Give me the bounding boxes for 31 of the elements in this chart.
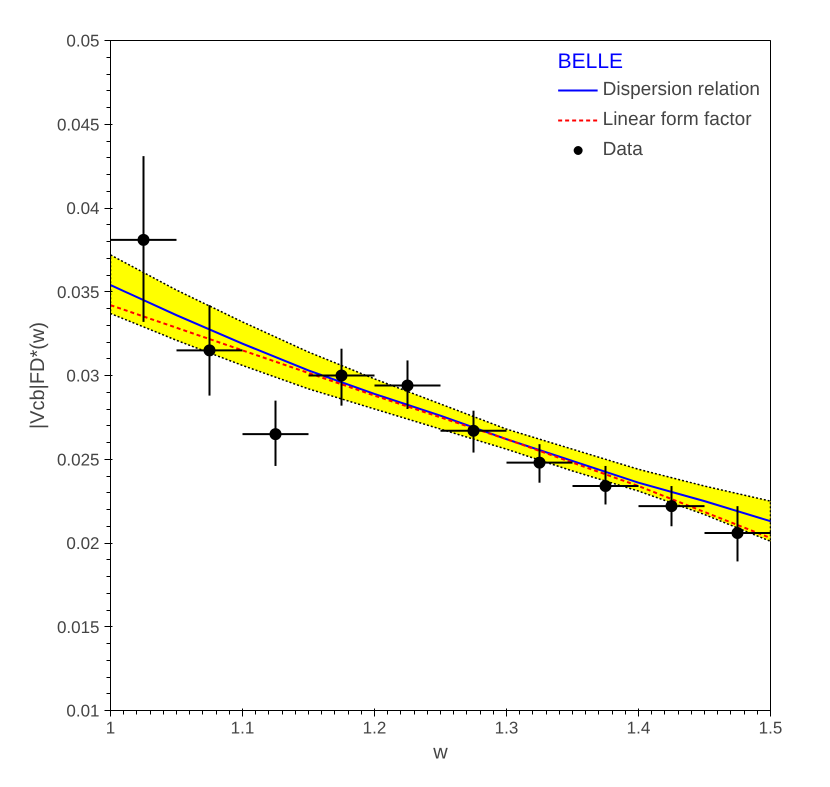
y-tick-label: 0.01 bbox=[66, 702, 100, 720]
legend-title: BELLE bbox=[558, 50, 624, 74]
point bbox=[336, 370, 348, 382]
y-tick-label: 0.045 bbox=[56, 115, 100, 134]
y-tick-label: 0.015 bbox=[56, 618, 100, 637]
point bbox=[732, 526, 744, 539]
x-tick-label: 1.5 bbox=[758, 718, 782, 738]
x-tick-label: 1.4 bbox=[626, 718, 650, 738]
point bbox=[270, 428, 282, 440]
y-tick-label: 0.025 bbox=[56, 450, 100, 470]
x-axis-title: w bbox=[432, 742, 448, 764]
legend-label: Dispersion relation bbox=[602, 79, 760, 101]
x-tick-label: 1.3 bbox=[494, 718, 518, 738]
y-tick-label: 0.02 bbox=[66, 534, 100, 553]
point bbox=[468, 424, 480, 437]
y-tick-label: 0.035 bbox=[56, 282, 100, 302]
x-tick-label: 1.2 bbox=[362, 718, 386, 738]
point bbox=[600, 480, 612, 492]
point bbox=[666, 500, 678, 512]
x-tick-label: 1 bbox=[106, 718, 116, 738]
y-axis-title: |Vcb|FD*(w) bbox=[26, 322, 49, 430]
point bbox=[402, 380, 414, 392]
y-tick-label: 0.03 bbox=[66, 366, 100, 386]
x-tick-label: 1.1 bbox=[230, 718, 254, 738]
legend-label: Data bbox=[602, 139, 643, 161]
y-tick-label: 0.05 bbox=[66, 32, 100, 50]
point bbox=[534, 456, 546, 469]
legend-label: Linear form factor bbox=[602, 109, 752, 131]
point bbox=[204, 344, 216, 356]
y-tick-label: 0.04 bbox=[66, 199, 100, 218]
point bbox=[138, 234, 150, 246]
